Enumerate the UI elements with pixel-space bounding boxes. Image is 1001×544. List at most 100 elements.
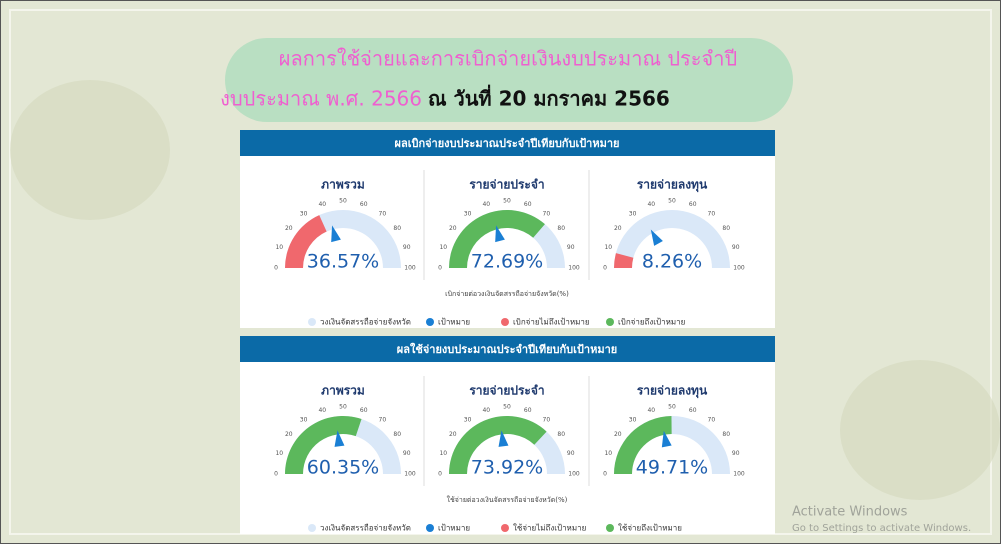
tick-label: 50	[503, 198, 511, 205]
tick-label: 10	[439, 450, 447, 457]
gauge-title: ภาพรวม	[321, 384, 365, 398]
value-label: 49.71%	[636, 457, 708, 479]
legend-swatch	[606, 318, 614, 326]
watermark: Go to Settings to activate Windows.	[792, 523, 971, 534]
legend-label: เป้าหมาย	[438, 318, 470, 327]
legend-swatch	[426, 318, 434, 326]
tick-label: 20	[285, 225, 293, 232]
tick-label: 40	[647, 407, 655, 414]
tick-label: 0	[603, 265, 607, 272]
tick-label: 70	[708, 416, 716, 423]
tick-label: 70	[708, 210, 716, 217]
tick-label: 100	[733, 471, 745, 478]
gauge-title: รายจ่ายลงทุน	[637, 384, 708, 399]
tick-label: 20	[449, 431, 457, 438]
tick-label: 40	[647, 201, 655, 208]
value-label: 73.92%	[471, 457, 543, 479]
tick-label: 90	[403, 450, 411, 457]
value-label: 72.69%	[471, 251, 543, 273]
tick-label: 50	[503, 404, 511, 411]
tick-label: 90	[732, 244, 740, 251]
tick-label: 80	[557, 431, 565, 438]
tick-label: 70	[543, 416, 551, 423]
legend-label: เบิกจ่ายไม่ถึงเป้าหมาย	[513, 318, 590, 327]
tick-label: 20	[285, 431, 293, 438]
tick-label: 60	[689, 407, 697, 414]
legend-swatch	[308, 318, 316, 326]
panel-title: ผลใช้จ่ายงบประมาณประจำปีเทียบกับเป้าหมาย	[397, 342, 617, 356]
tick-label: 30	[629, 416, 637, 423]
tick-label: 70	[543, 210, 551, 217]
axis-caption: ใช้จ่ายต่อวงเงินจัดสรรถือจ่ายจังหวัด(%)	[447, 495, 568, 504]
tick-label: 70	[379, 210, 387, 217]
tick-label: 80	[722, 225, 730, 232]
tick-label: 50	[339, 404, 347, 411]
tick-label: 30	[300, 210, 308, 217]
tick-label: 40	[482, 201, 490, 208]
title-line: ณ วันที่ 20 มกราคม 2566	[428, 84, 670, 111]
axis-caption: เบิกจ่ายต่อวงเงินจัดสรรถือจ่ายจังหวัด(%)	[445, 290, 569, 298]
tick-label: 10	[275, 244, 283, 251]
tick-label: 100	[404, 471, 416, 478]
tick-label: 100	[568, 471, 580, 478]
legend-label: วงเงินจัดสรรถือจ่ายจังหวัด	[320, 524, 411, 533]
tick-label: 50	[339, 198, 347, 205]
legend-label: วงเงินจัดสรรถือจ่ายจังหวัด	[320, 318, 411, 327]
gauge-title: รายจ่ายประจำ	[469, 178, 544, 192]
decor	[10, 80, 170, 220]
legend-label: เป้าหมาย	[438, 524, 470, 533]
tick-label: 80	[393, 431, 401, 438]
tick-label: 60	[360, 201, 368, 208]
legend-swatch	[501, 524, 509, 532]
tick-label: 40	[318, 201, 326, 208]
tick-label: 30	[629, 210, 637, 217]
tick-label: 70	[379, 416, 387, 423]
tick-label: 0	[603, 471, 607, 478]
decor	[840, 360, 1000, 500]
tick-label: 80	[722, 431, 730, 438]
tick-label: 10	[604, 450, 612, 457]
tick-label: 0	[274, 471, 278, 478]
tick-label: 0	[274, 265, 278, 272]
gauge-title: ภาพรวม	[321, 178, 365, 192]
legend-swatch	[426, 524, 434, 532]
slide: ผลการใช้จ่ายและการเบิกจ่ายเงินงบประมาณ ป…	[0, 0, 1001, 544]
legend-label: ใช้จ่ายไม่ถึงเป้าหมาย	[513, 524, 586, 533]
tick-label: 100	[568, 265, 580, 272]
tick-label: 90	[567, 244, 575, 251]
tick-label: 10	[439, 244, 447, 251]
tick-label: 90	[732, 450, 740, 457]
tick-label: 30	[464, 210, 472, 217]
tick-label: 30	[300, 416, 308, 423]
legend-label: ใช้จ่ายถึงเป้าหมาย	[618, 524, 682, 533]
tick-label: 60	[524, 407, 532, 414]
tick-label: 20	[614, 431, 622, 438]
value-label: 36.57%	[307, 251, 379, 273]
gauge-title: รายจ่ายประจำ	[469, 384, 544, 398]
tick-label: 90	[403, 244, 411, 251]
title-line: ผลการใช้จ่ายและการเบิกจ่ายเงินงบประมาณ ป…	[279, 47, 737, 71]
panel-title: ผลเบิกจ่ายงบประมาณประจำปีเทียบกับเป้าหมา…	[395, 137, 620, 150]
legend-label: เบิกจ่ายถึงเป้าหมาย	[618, 318, 685, 327]
tick-label: 60	[360, 407, 368, 414]
tick-label: 80	[557, 225, 565, 232]
tick-label: 30	[464, 416, 472, 423]
legend-swatch	[308, 524, 316, 532]
tick-label: 60	[524, 201, 532, 208]
gauge-title: รายจ่ายลงทุน	[637, 178, 708, 193]
value-label: 60.35%	[307, 457, 379, 479]
tick-label: 0	[438, 265, 442, 272]
tick-label: 80	[393, 225, 401, 232]
tick-label: 0	[438, 471, 442, 478]
legend-swatch	[606, 524, 614, 532]
tick-label: 10	[604, 244, 612, 251]
tick-label: 90	[567, 450, 575, 457]
title-line: งบประมาณ พ.ศ. 2566	[220, 87, 422, 111]
tick-label: 20	[614, 225, 622, 232]
tick-label: 40	[318, 407, 326, 414]
tick-label: 50	[668, 404, 676, 411]
tick-label: 40	[482, 407, 490, 414]
value-label: 8.26%	[642, 251, 702, 273]
tick-label: 20	[449, 225, 457, 232]
tick-label: 60	[689, 201, 697, 208]
